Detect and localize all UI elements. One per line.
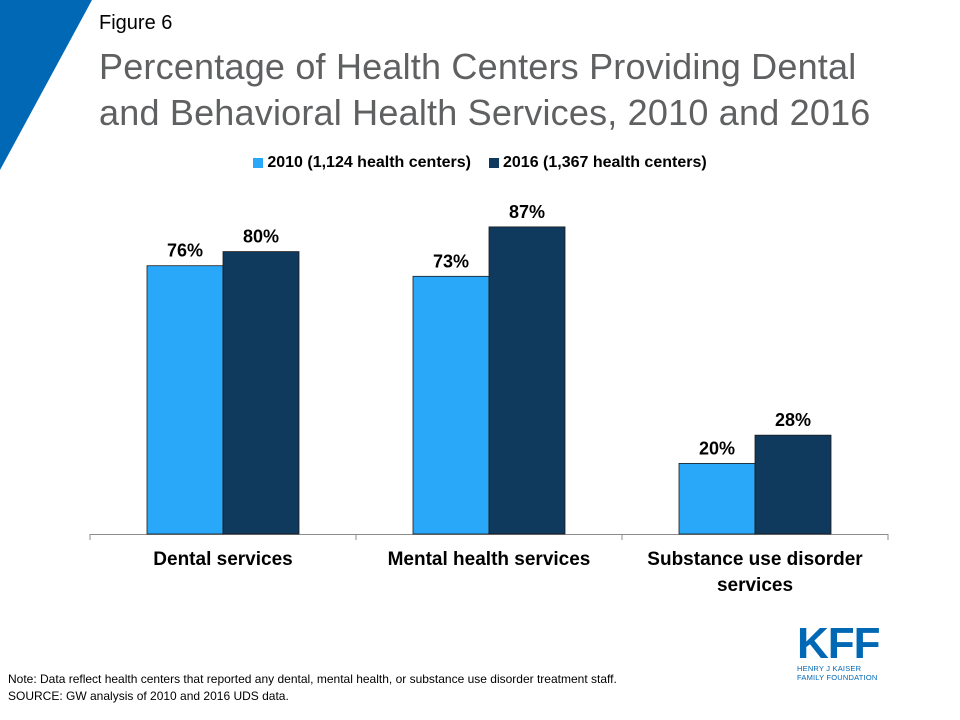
category-label: Dental services <box>153 549 292 570</box>
bar-2010 <box>412 275 490 535</box>
chart-title-line-1: Percentage of Health Centers Providing D… <box>99 46 857 87</box>
data-label: 20% <box>699 438 735 458</box>
source-text: SOURCE: GW analysis of 2010 and 2016 UDS… <box>8 689 289 703</box>
legend-label-2010: 2010 (1,124 health centers) <box>267 154 471 171</box>
bar-2016 <box>222 251 300 535</box>
bar-chart: 76% 80% Dental services 73% 87% Mental health… <box>89 202 889 596</box>
category-label: services <box>717 575 793 596</box>
category-label: Substance use disorder <box>647 549 863 570</box>
data-label: 87% <box>509 202 545 222</box>
bar-2016 <box>488 226 566 535</box>
note-text: Note: Data reflect health centers that r… <box>8 672 617 686</box>
bar-2010 <box>678 462 756 535</box>
legend-swatch-2010 <box>253 158 264 168</box>
chart-title-line-2: and Behavioral Health Services, 2010 and… <box>99 92 871 133</box>
legend-item-2016: 2016 (1,367 health centers) <box>489 154 707 172</box>
bar-2010 <box>146 265 224 535</box>
data-label: 73% <box>433 251 469 271</box>
chart-title: Percentage of Health Centers Providing D… <box>99 44 919 136</box>
bar-2016 <box>754 434 832 535</box>
legend-swatch-2016 <box>489 158 499 168</box>
figure-label: Figure 6 <box>99 12 173 34</box>
chart-notes: Note: Data reflect health centers that r… <box>8 671 617 705</box>
corner-accent-triangle <box>0 0 92 170</box>
data-label: 76% <box>167 241 203 261</box>
kff-logo: KFF HENRY J KAISER FAMILY FOUNDATION <box>797 619 887 683</box>
data-label: 80% <box>243 227 279 247</box>
legend-item-2010: 2010 (1,124 health centers) <box>253 154 471 172</box>
legend-label-2016: 2016 (1,367 health centers) <box>503 154 707 171</box>
kff-logo-sub-2: FAMILY FOUNDATION <box>797 673 878 682</box>
category-label: Mental health services <box>388 549 591 570</box>
data-label: 28% <box>775 410 811 430</box>
chart-legend: 2010 (1,124 health centers) 2016 (1,367 … <box>0 154 960 172</box>
kff-logo-mark: KFF <box>797 619 881 668</box>
kff-logo-sub-1: HENRY J KAISER <box>797 664 862 673</box>
